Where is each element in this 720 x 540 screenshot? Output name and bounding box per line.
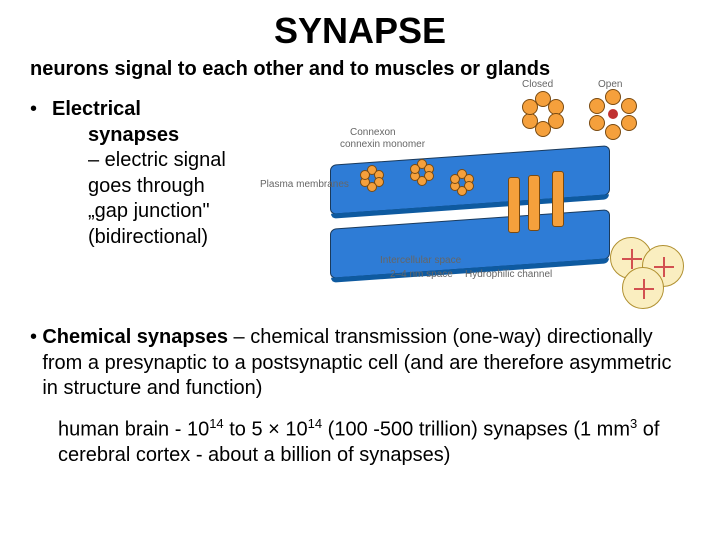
gap-junction-diagram: Closed Open Connexon connexin monomer Pl…: [290, 97, 690, 297]
es-l3: – electric signal: [88, 148, 280, 174]
es-l5: „gap junction": [88, 199, 280, 225]
connexon-icon: [410, 159, 434, 183]
row-electrical: • Electrical synapses – electric signal …: [30, 97, 690, 297]
connexon-icon: [360, 165, 384, 189]
pore-icon: [608, 109, 618, 119]
es-lead: Electrical: [52, 97, 141, 123]
p2c: (100 -500 trillion) synapses (1 mm: [322, 418, 630, 440]
bullet-dot-icon: •: [30, 97, 52, 123]
cs-lead: Chemical synapses: [42, 326, 228, 348]
connexon-icon: [450, 169, 474, 193]
es-l2: synapses: [88, 123, 280, 149]
exp14a: 14: [209, 416, 223, 431]
channel-icon: [552, 171, 564, 227]
p2b: to 5 × 10: [224, 418, 308, 440]
electrical-bullet: • Electrical synapses – electric signal …: [30, 97, 280, 297]
label-connexin: connexin monomer: [340, 139, 425, 150]
label-plasma: Plasma membranes: [260, 179, 349, 190]
subtitle: neurons signal to each other and to musc…: [30, 58, 690, 81]
label-inter: Intercellular space: [380, 255, 461, 266]
page-title: SYNAPSE: [30, 10, 690, 52]
chemical-bullet-text: Chemical synapses – chemical transmissio…: [42, 325, 690, 402]
label-closed: Closed: [522, 79, 553, 90]
label-gap: 2–4 nm space: [390, 269, 453, 280]
cell-trio-icon: [600, 237, 690, 307]
brain-synapse-count: human brain - 1014 to 5 × 1014 (100 -500…: [58, 416, 690, 469]
label-open: Open: [598, 79, 622, 90]
p2a: human brain - 10: [58, 418, 209, 440]
bullet-dot-icon: •: [30, 325, 42, 402]
label-connexon: Connexon: [350, 127, 396, 138]
label-hydro: Hydrophilic channel: [465, 269, 552, 280]
connexon-open-icon: [590, 91, 636, 137]
channel-icon: [528, 175, 540, 231]
exp14b: 14: [308, 416, 322, 431]
es-l4: goes through: [88, 174, 280, 200]
row-chemical: • Chemical synapses – chemical transmiss…: [30, 325, 690, 469]
channel-icon: [508, 177, 520, 233]
es-l6: (bidirectional): [88, 225, 280, 251]
connexon-closed-icon: [520, 91, 566, 137]
